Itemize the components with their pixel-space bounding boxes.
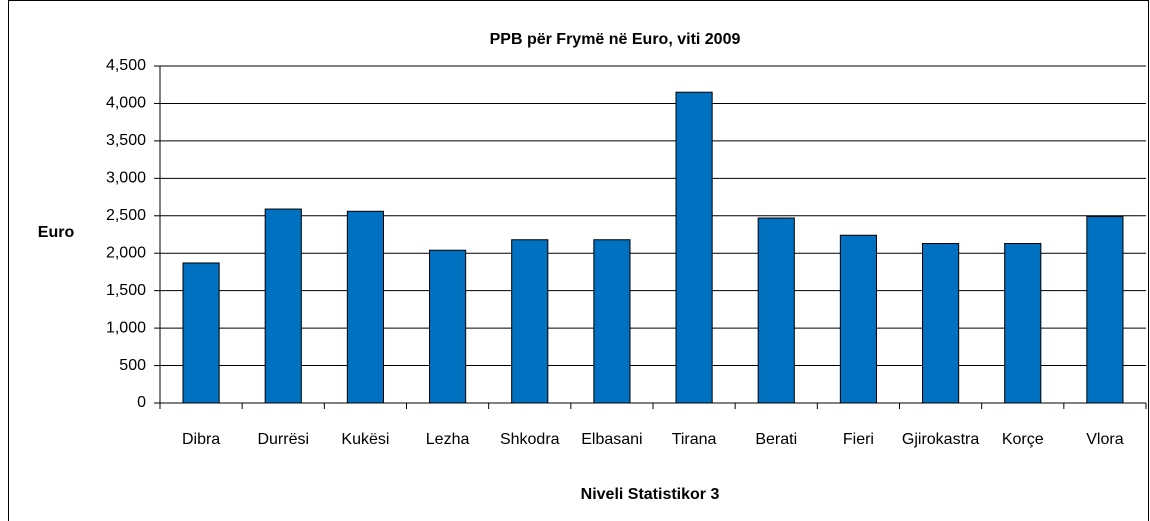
x-tick-label: Fieri <box>843 431 874 448</box>
chart-frame <box>8 0 1149 521</box>
y-tick-label: 4,500 <box>106 57 146 74</box>
bar <box>264 208 302 404</box>
bar <box>593 239 631 404</box>
bar <box>511 239 549 404</box>
y-tick-label: 1,500 <box>106 282 146 299</box>
x-tick-label: Shkodra <box>500 431 560 448</box>
y-tick-label: 2,500 <box>106 207 146 224</box>
bar <box>429 249 467 404</box>
bar <box>182 262 220 404</box>
y-tick-label: 3,500 <box>106 132 146 149</box>
bar <box>1004 242 1042 404</box>
x-tick-label: Durrësi <box>257 431 309 448</box>
y-tick-label: 3,000 <box>106 170 146 187</box>
x-tick-label: Gjirokastra <box>902 431 979 448</box>
y-tick-label: 500 <box>119 357 146 374</box>
y-tick-label: 2,000 <box>106 244 146 261</box>
x-tick-label: Lezha <box>426 431 470 448</box>
bar <box>675 91 713 404</box>
bar <box>839 234 877 404</box>
bar <box>757 217 795 404</box>
bar <box>922 242 960 404</box>
chart-title: PPB për Frymë në Euro, viti 2009 <box>490 31 741 48</box>
bar <box>346 210 384 404</box>
x-tick-label: Korçe <box>1002 431 1044 448</box>
bar <box>1086 216 1124 404</box>
y-tick-label: 0 <box>137 394 146 411</box>
x-tick-label: Berati <box>755 431 797 448</box>
y-tick-label: 1,000 <box>106 319 146 336</box>
x-tick-label: Kukësi <box>341 431 389 448</box>
x-tick-label: Elbasani <box>581 431 642 448</box>
x-tick-label: Vlora <box>1086 431 1123 448</box>
x-axis-label: Niveli Statistikor 3 <box>581 486 720 503</box>
y-tick-label: 4,000 <box>106 95 146 112</box>
x-tick-label: Tirana <box>672 431 717 448</box>
x-tick-label: Dibra <box>182 431 220 448</box>
y-axis-label: Euro <box>38 224 75 241</box>
